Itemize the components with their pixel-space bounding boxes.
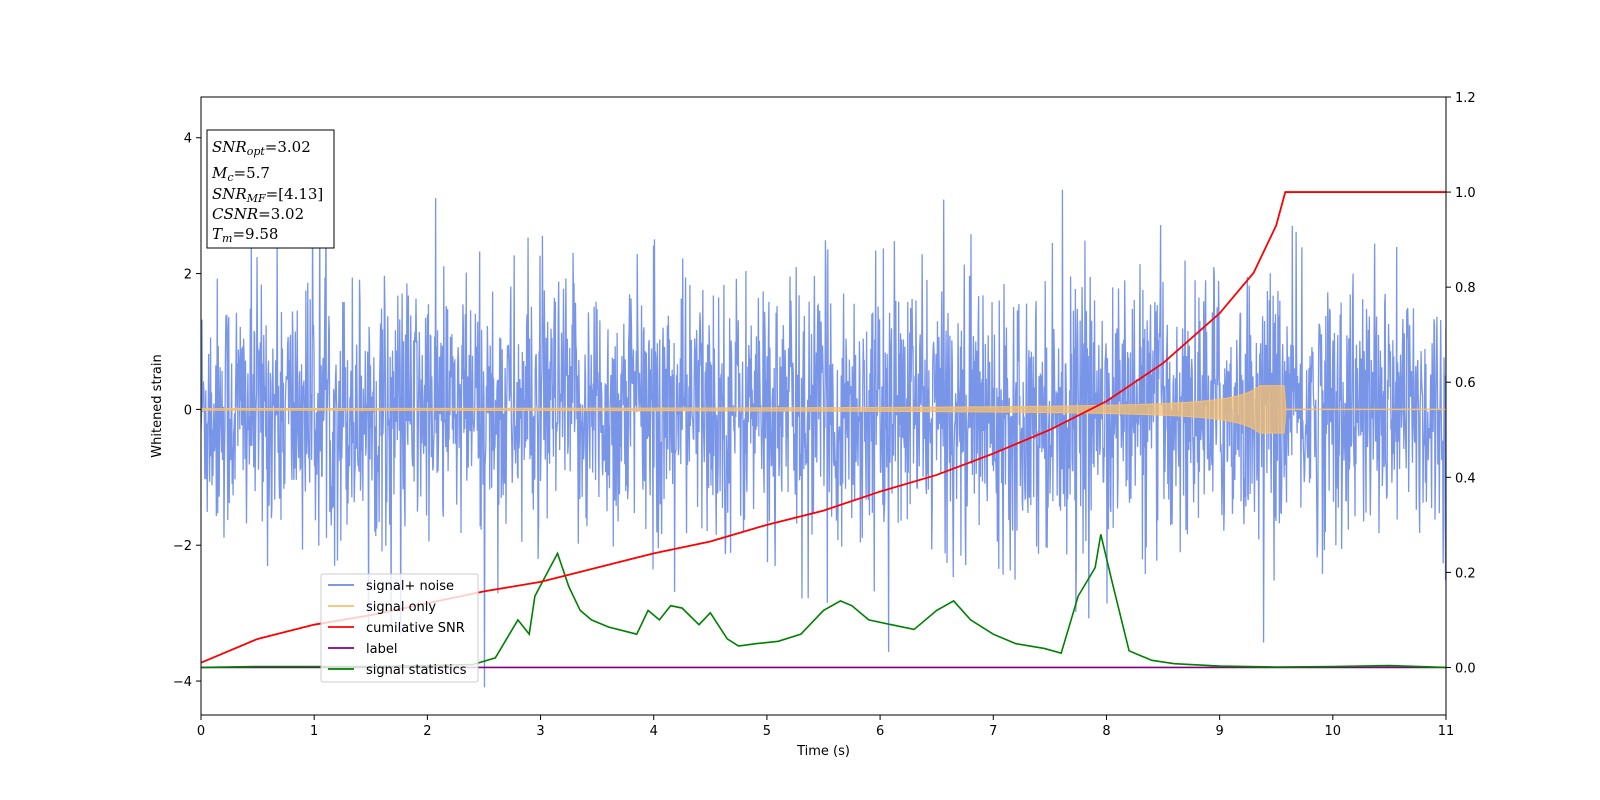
y2-tick-label: 1.0	[1455, 186, 1476, 201]
y-tick-label: 0	[184, 403, 192, 418]
legend-label-signal-plus-noise: signal+ noise	[366, 579, 454, 594]
x-tick-label: 5	[763, 724, 771, 739]
x-tick-label: 1	[310, 724, 318, 739]
info-tm: Tm=9.58	[212, 225, 278, 245]
y2-tick-label: 0.2	[1455, 566, 1476, 581]
x-tick-label: 10	[1325, 724, 1342, 739]
x-tick-label: 9	[1215, 724, 1223, 739]
x-tick-label: 4	[650, 724, 658, 739]
legend: signal+ noise signal only cumilative SNR la…	[320, 573, 479, 683]
info-snr-opt: SNRopt=3.02	[212, 138, 311, 158]
y-tick-label: −4	[173, 675, 192, 690]
legend-label-signal-only: signal only	[366, 600, 436, 615]
y2-tick-label: 1.2	[1455, 91, 1476, 106]
x-tick-label: 11	[1438, 724, 1455, 739]
x-tick-label: 6	[876, 724, 884, 739]
x-tick-label: 7	[989, 724, 997, 739]
y-axis-label: Whitened strain	[150, 354, 165, 457]
y-tick-label: 4	[184, 132, 192, 147]
legend-label-cumulative-snr: cumilative SNR	[366, 621, 465, 636]
info-box-frame	[206, 129, 335, 249]
legend-frame	[320, 573, 479, 683]
y2-tick-label: 0.8	[1455, 281, 1476, 296]
legend-label-label: label	[366, 642, 397, 657]
info-snr-mf: SNRMF=[4.13]	[212, 185, 323, 205]
x-tick-label: 8	[1102, 724, 1110, 739]
axes: 0 1 2 3 4 5 6 7 8 9 10 11 4 2 0 −2 −4 1.2 1.0 0.8 0.6 0.4 0.2 0…	[173, 91, 1476, 739]
info-mc: Mc=5.7	[211, 164, 270, 184]
info-csnr: CSNR=3.02	[212, 205, 304, 223]
y2-tick-label: 0.0	[1455, 661, 1476, 676]
y-tick-label: 2	[184, 268, 192, 283]
x-tick-label: 3	[536, 724, 544, 739]
x-axis-label: Time (s)	[796, 744, 850, 759]
x-tick-label: 0	[197, 724, 205, 739]
plot-frame	[200, 96, 1447, 716]
y-tick-label: −2	[173, 539, 192, 554]
series-signal-statistics-line	[201, 534, 1446, 669]
series-signal-only-chirp	[201, 385, 1446, 434]
y2-tick-label: 0.4	[1455, 471, 1476, 486]
legend-label-signal-statistics: signal statistics	[366, 663, 467, 678]
x-tick-label: 2	[423, 724, 431, 739]
y2-tick-label: 0.6	[1455, 376, 1476, 391]
info-box: SNRopt=3.02 Mc=5.7 SNRMF=[4.13] CSNR=3.0…	[206, 129, 335, 249]
